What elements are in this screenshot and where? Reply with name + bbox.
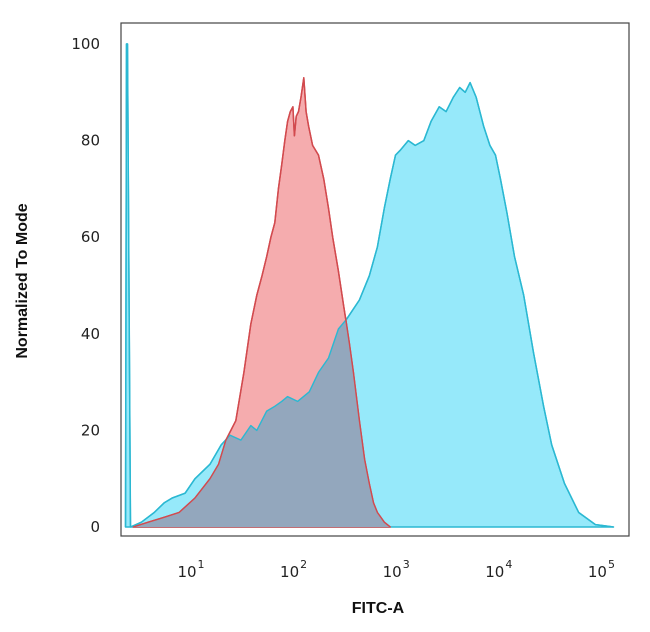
x-tick-label: 103 (383, 558, 410, 581)
y-axis-label: Normalized To Mode (14, 203, 31, 358)
x-tick-label: 102 (280, 558, 307, 581)
y-tick-label: 60 (81, 228, 100, 246)
y-tick-label: 0 (90, 518, 100, 536)
plot-area (124, 43, 615, 528)
x-tick-label: 105 (588, 558, 615, 581)
x-axis-ticks: 101 102 103 104 105 (177, 558, 614, 581)
y-axis-ticks: 0 20 40 60 80 100 (71, 35, 100, 536)
y-tick-label: 40 (81, 325, 100, 343)
plot-frame (120, 22, 630, 537)
series-red-outline (132, 77, 391, 528)
y-tick-label: 20 (81, 421, 100, 439)
x-tick-label: 104 (485, 558, 512, 581)
x-axis-label: FITC-A (352, 600, 405, 617)
series-cyan-area (124, 43, 615, 528)
x-tick-label: 101 (177, 558, 204, 581)
series-cyan-outline (124, 43, 614, 528)
y-tick-label: 80 (81, 132, 100, 150)
y-tick-label: 100 (71, 35, 100, 53)
